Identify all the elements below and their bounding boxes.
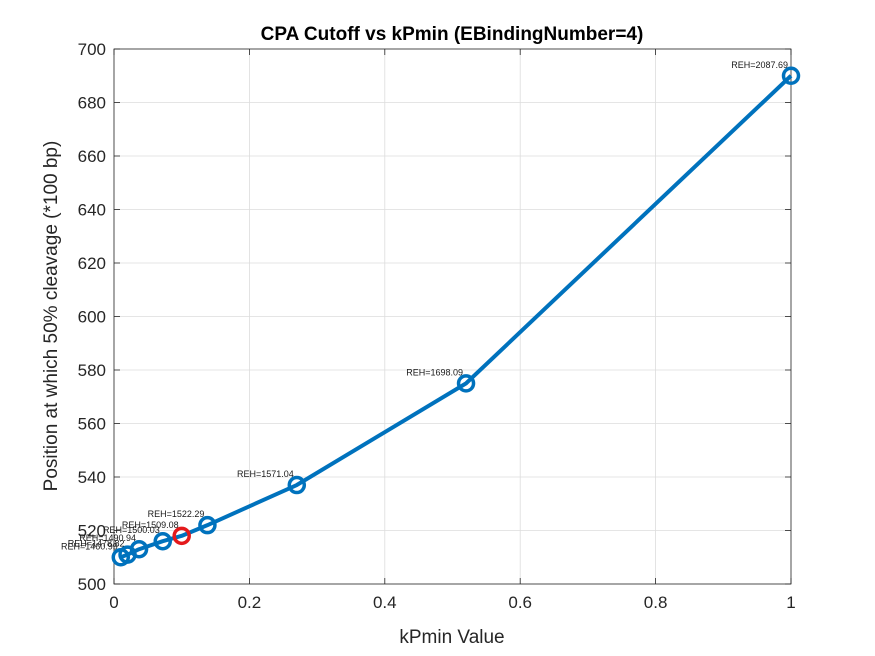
x-tick-label: 1: [786, 593, 795, 612]
y-tick-label: 640: [78, 201, 106, 220]
data-label: REH=1571.04: [237, 469, 294, 479]
data-point: [129, 539, 149, 559]
axis-ticks: [113, 48, 792, 585]
data-point: [287, 475, 307, 495]
y-tick-label: 580: [78, 361, 106, 380]
data-point: [781, 66, 801, 85]
data-point: [456, 374, 476, 393]
data-label: REH=1490.94: [79, 533, 136, 543]
data-point: [153, 531, 172, 551]
grid: [113, 48, 792, 585]
x-tick-label: 0.6: [508, 593, 532, 612]
data-label: REH=1478.82: [68, 539, 125, 549]
y-tick-label: 500: [78, 575, 106, 594]
y-tick-label: 620: [78, 254, 106, 273]
y-tick-label: 560: [78, 415, 106, 434]
y-axis-label: Position at which 50% cleavage (*100 bp): [41, 141, 62, 492]
data-label: REH=1500.03: [103, 525, 160, 535]
y-tick-label: 600: [78, 308, 106, 327]
y-tick-label: 540: [78, 468, 106, 487]
x-tick-label: 0.4: [373, 593, 397, 612]
y-tick-label: 680: [78, 94, 106, 113]
x-tick-label: 0.2: [238, 593, 262, 612]
highlighted-data-point: [172, 526, 191, 546]
x-tick-label: 0.8: [644, 593, 668, 612]
chart-title: CPA Cutoff vs kPmin (EBindingNumber=4): [261, 24, 644, 45]
y-tick-label: 700: [78, 40, 106, 59]
data-label: REH=1460.99: [61, 541, 118, 551]
x-axis-label: kPmin Value: [399, 627, 504, 648]
data-label: REH=2087.69: [731, 60, 788, 70]
data-label: REH=1522.29: [148, 509, 205, 519]
data-point: [198, 515, 217, 535]
data-label: REH=1698.09: [406, 367, 463, 377]
y-tick-label: 520: [78, 522, 106, 541]
data-series: [111, 66, 801, 567]
data-label: REH=1509.08: [122, 520, 179, 530]
y-tick-label: 660: [78, 147, 106, 166]
y-tick-labels: 500 520 540 560 580 600 620 640 660 680 700: [78, 40, 106, 594]
x-tick-labels: 0 0.2 0.4 0.6 0.8 1: [109, 593, 795, 612]
x-tick-label: 0: [109, 593, 118, 612]
data-labels: REH=1460.99REH=1478.82REH=1490.94REH=150…: [61, 60, 788, 552]
